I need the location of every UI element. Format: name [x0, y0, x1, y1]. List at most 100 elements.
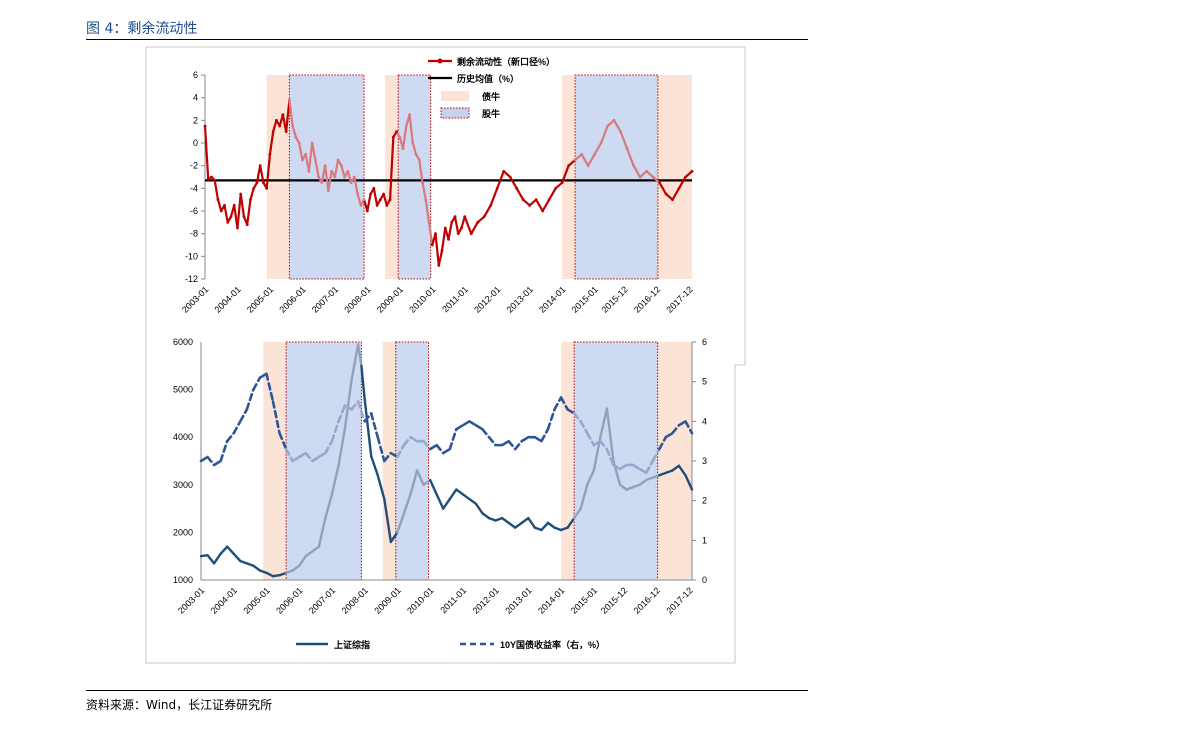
liquidity-segment: [606, 119, 616, 128]
liquidity-point: [677, 186, 681, 190]
index-segment: [474, 502, 484, 515]
liquidity-segment: [463, 215, 473, 235]
index-segment: [671, 464, 681, 472]
liquidity-segment: [528, 198, 538, 207]
liquidity-point: [310, 141, 314, 145]
legend-bond-label: 债牛: [482, 91, 500, 102]
left-y-tick-label: 4000: [173, 432, 193, 442]
index-segment: [363, 397, 373, 458]
legend-liquidity-marker: [437, 58, 443, 64]
index-segment: [265, 571, 275, 578]
liquidity-point: [330, 169, 334, 173]
liquidity-point: [573, 158, 577, 162]
liquidity-point: [456, 232, 460, 236]
yield-segment: [481, 427, 491, 439]
liquidity-point: [645, 169, 648, 173]
liquidity-point: [252, 186, 256, 190]
liquidity-segment: [340, 164, 346, 179]
liquidity-segment: [567, 158, 577, 167]
liquidity-point: [323, 164, 327, 168]
legend-index-label: 上证综指: [334, 639, 370, 650]
liquidity-segment: [664, 192, 674, 201]
liquidity-point: [385, 203, 389, 207]
liquidity-point: [404, 124, 408, 128]
liquidity-point: [388, 198, 392, 202]
liquidity-point: [391, 135, 395, 139]
liquidity-point: [226, 220, 230, 224]
index-segment: [225, 545, 235, 556]
liquidity-segment: [580, 153, 590, 167]
liquidity-point: [349, 181, 353, 185]
liquidity-point: [521, 198, 525, 202]
liquidity-segment: [541, 198, 551, 213]
liquidity-segment: [213, 179, 220, 201]
liquidity-point: [401, 147, 405, 151]
legend-bond-swatch: [441, 91, 469, 101]
liquidity-point: [476, 220, 480, 224]
x-tick-label: 2008-01: [340, 585, 370, 615]
index-segment: [304, 550, 314, 558]
liquidity-point: [219, 209, 223, 213]
liquidity-point: [229, 215, 233, 219]
x-tick-label: 2014-01: [536, 585, 566, 615]
liquidity-segment: [470, 221, 479, 235]
liquidity-segment: [548, 187, 557, 201]
stock-bull-band: [285, 341, 362, 581]
liquidity-segment: [658, 181, 668, 196]
bottom-legend: 上证综指 10Y国债收益率（右，%）: [296, 639, 605, 650]
liquidity-point: [580, 152, 584, 156]
liquidity-segment: [268, 130, 275, 156]
yield-segment: [219, 439, 229, 463]
index-segment: [442, 497, 451, 510]
liquidity-point: [288, 98, 291, 102]
yield-segment: [337, 404, 347, 423]
liquidity-segment: [372, 187, 379, 207]
yield-segment: [513, 439, 524, 451]
index-segment: [435, 493, 445, 510]
yield-segment: [238, 408, 249, 423]
liquidity-segment: [366, 192, 372, 213]
yield-segment: [671, 423, 681, 435]
x-tick-label: 2016-12: [632, 585, 662, 615]
index-segment: [461, 493, 471, 501]
liquidity-segment: [522, 198, 531, 207]
liquidity-segment: [515, 187, 525, 201]
liquidity-point: [463, 215, 467, 219]
liquidity-point: [440, 249, 444, 253]
liquidity-point: [469, 232, 473, 236]
liquidity-segment: [285, 98, 291, 133]
yield-segment: [644, 459, 655, 475]
liquidity-segment: [411, 141, 418, 156]
source-note: 资料来源：Wind，长江证券研究所: [86, 698, 273, 712]
liquidity-point: [421, 181, 424, 185]
x-tick-label: 2012-01: [472, 284, 502, 314]
index-segment: [520, 516, 530, 525]
yield-segment: [585, 431, 596, 447]
liquidity-point: [638, 175, 642, 179]
liquidity-point: [320, 181, 324, 185]
liquidity-point: [567, 164, 571, 168]
liquidity-point: [515, 186, 519, 190]
liquidity-point: [372, 186, 376, 190]
liquidity-point: [255, 181, 259, 185]
left-y-tick-label: 2000: [173, 527, 193, 537]
index-segment: [507, 521, 517, 529]
liquidity-segment: [324, 164, 330, 192]
index-segment: [232, 552, 242, 563]
liquidity-segment: [356, 192, 362, 207]
yield-segment: [553, 396, 563, 411]
index-segment: [350, 343, 360, 382]
x-tick-label: 2015-12: [599, 585, 629, 615]
liquidity-point: [339, 164, 343, 168]
chart-frame: [145, 46, 746, 664]
liquidity-point: [291, 124, 295, 128]
liquidity-segment: [599, 124, 609, 145]
liquidity-segment: [460, 215, 466, 230]
yield-segment: [684, 420, 694, 435]
liquidity-point: [297, 141, 301, 145]
liquidity-point: [245, 223, 249, 227]
liquidity-point: [684, 175, 687, 179]
figure-title: 图 4：剩余流动性: [86, 21, 198, 37]
index-segment: [618, 483, 628, 491]
